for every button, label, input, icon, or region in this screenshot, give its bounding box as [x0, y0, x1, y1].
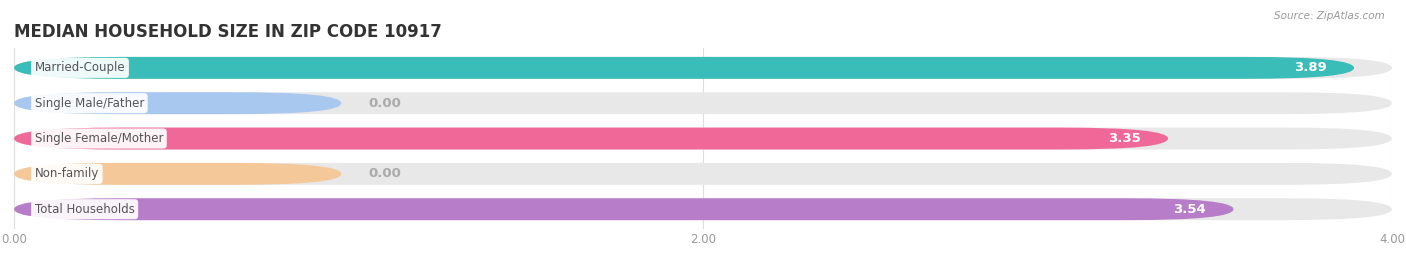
FancyBboxPatch shape: [14, 57, 1392, 79]
Text: 0.00: 0.00: [368, 167, 402, 180]
Text: Single Female/Mother: Single Female/Mother: [35, 132, 163, 145]
Text: 0.00: 0.00: [368, 97, 402, 110]
Text: 3.89: 3.89: [1294, 61, 1326, 74]
Text: 3.54: 3.54: [1173, 203, 1206, 216]
FancyBboxPatch shape: [14, 128, 1392, 150]
Text: Non-family: Non-family: [35, 167, 98, 180]
FancyBboxPatch shape: [14, 92, 1392, 114]
Text: Total Households: Total Households: [35, 203, 135, 216]
FancyBboxPatch shape: [14, 128, 1168, 150]
FancyBboxPatch shape: [14, 198, 1392, 220]
FancyBboxPatch shape: [14, 198, 1233, 220]
FancyBboxPatch shape: [14, 163, 1392, 185]
FancyBboxPatch shape: [14, 57, 1354, 79]
Text: 3.35: 3.35: [1108, 132, 1140, 145]
Text: Source: ZipAtlas.com: Source: ZipAtlas.com: [1274, 11, 1385, 21]
Text: MEDIAN HOUSEHOLD SIZE IN ZIP CODE 10917: MEDIAN HOUSEHOLD SIZE IN ZIP CODE 10917: [14, 23, 441, 41]
FancyBboxPatch shape: [14, 92, 342, 114]
FancyBboxPatch shape: [14, 163, 342, 185]
Text: Married-Couple: Married-Couple: [35, 61, 125, 74]
Text: Single Male/Father: Single Male/Father: [35, 97, 143, 110]
